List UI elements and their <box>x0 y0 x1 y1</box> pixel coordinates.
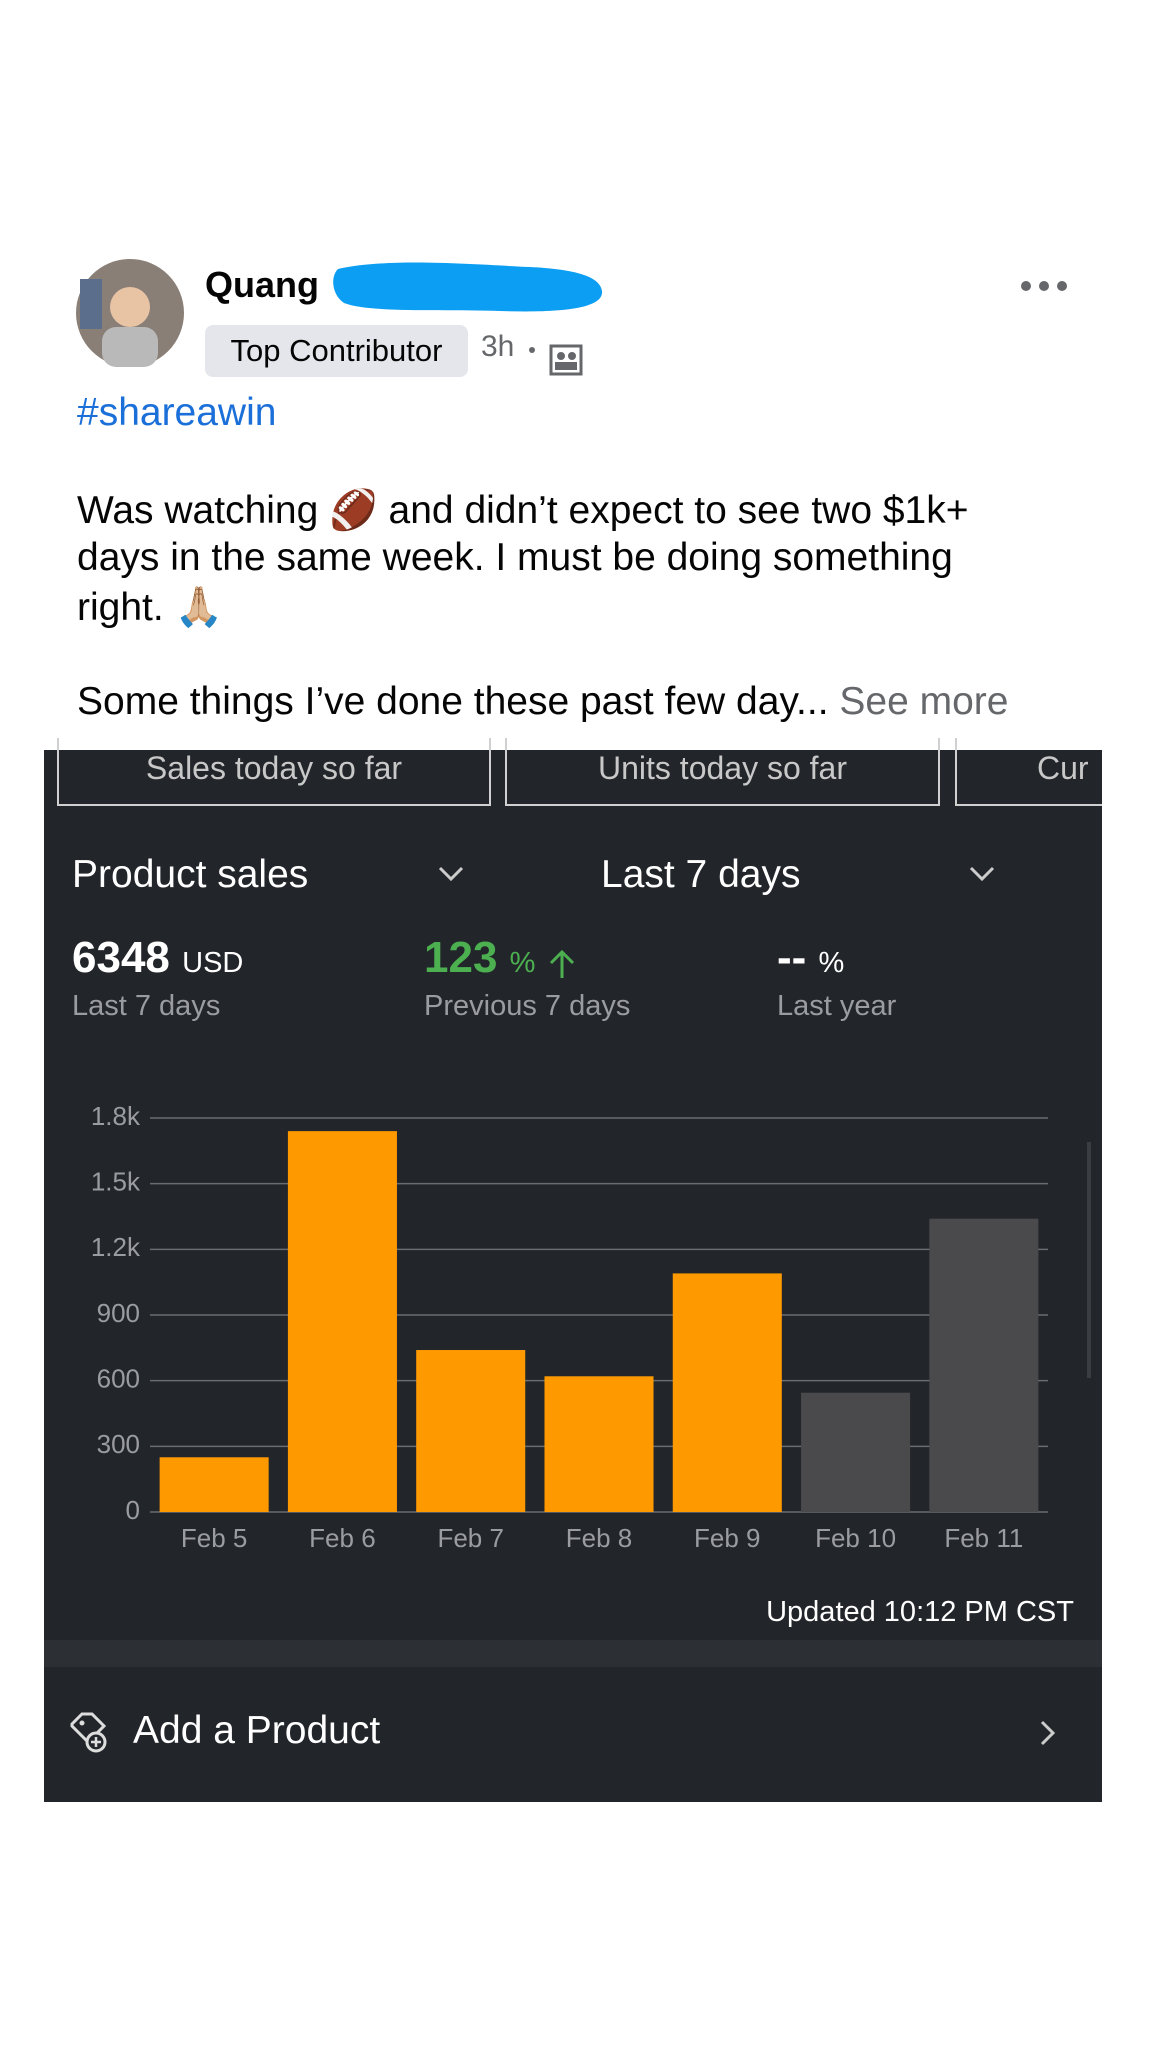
post-text: right. 🙏🏼 <box>77 586 224 629</box>
bar <box>159 1457 269 1512</box>
updated-time: Updated 10:12 PM CST <box>766 1596 1074 1628</box>
metric-dropdown[interactable]: Product sales <box>72 853 309 896</box>
bar <box>544 1376 654 1512</box>
author-name[interactable]: Quang <box>205 264 319 305</box>
y-tick-label: 900 <box>97 1298 140 1328</box>
stat: 123 % <box>424 933 535 983</box>
post-preview: Some things I’ve done these past few day… <box>77 680 1009 724</box>
bar <box>801 1392 911 1512</box>
stat-unit: USD <box>182 947 244 979</box>
x-tick-label: Feb 10 <box>815 1523 896 1553</box>
bar-chart: 0 300 600 900 1.2k 1.5k 1.8k Feb 5 Feb 6 Feb 7 Feb… <box>91 1101 1048 1553</box>
stat-label: Previous 7 days <box>424 990 631 1022</box>
range-dropdown[interactable]: Last 7 days <box>601 853 801 896</box>
bar <box>672 1273 782 1512</box>
separator <box>44 1640 1102 1667</box>
chevron-right <box>1040 1720 1056 1746</box>
add-product-icon <box>70 1712 107 1753</box>
add-product[interactable]: Add a Product <box>133 1709 381 1752</box>
bar <box>287 1131 397 1512</box>
preview-text: Some things I’ve done these past few day… <box>77 680 829 723</box>
stat-value: 123 <box>424 933 498 982</box>
chevron-down <box>438 866 464 882</box>
y-tick-label: 1.2k <box>91 1232 141 1262</box>
y-tick-label: 600 <box>97 1364 140 1394</box>
dashboard <box>44 750 1102 1802</box>
y-tick-label: 0 <box>126 1495 140 1525</box>
trend-up-icon <box>549 949 575 978</box>
stat: 6348 USD <box>72 933 243 983</box>
hashtag[interactable]: #shareawin <box>77 391 277 434</box>
x-tick-label: Feb 8 <box>566 1523 633 1553</box>
bar <box>929 1218 1039 1512</box>
x-tick-label: Feb 7 <box>437 1523 504 1553</box>
y-tick-label: 1.5k <box>91 1167 141 1197</box>
post-time[interactable]: 3h <box>481 330 515 363</box>
tab[interactable]: Units today so far <box>505 738 940 806</box>
badge: Top Contributor <box>205 325 468 377</box>
more-options[interactable] <box>1020 276 1068 296</box>
stat-value: 6348 <box>72 933 170 982</box>
avatar[interactable] <box>76 259 184 367</box>
tab[interactable]: Sales today so far <box>57 738 491 806</box>
y-tick-label: 300 <box>97 1429 140 1459</box>
see-more[interactable]: See more <box>839 680 1009 723</box>
y-tick-label: 1.8k <box>91 1101 141 1131</box>
stat-label: Last year <box>777 990 897 1022</box>
stat-unit: % <box>818 947 845 979</box>
stat-unit: % <box>509 947 536 979</box>
post-text: Was watching 🏈 and didn’t expect to see … <box>77 489 969 532</box>
redaction <box>333 262 603 312</box>
post-text: days in the same week. I must be doing s… <box>77 536 953 579</box>
x-tick-label: Feb 6 <box>309 1523 376 1553</box>
stat: -- % <box>777 933 844 983</box>
scrollbar <box>1087 1142 1091 1378</box>
audience-icon <box>529 344 583 376</box>
x-tick-label: Feb 9 <box>694 1523 761 1553</box>
stat-value: -- <box>777 933 807 982</box>
x-tick-label: Feb 5 <box>181 1523 248 1553</box>
tab[interactable]: Cur <box>955 738 1102 806</box>
bar <box>416 1350 526 1512</box>
stat-label: Last 7 days <box>72 990 221 1022</box>
chevron-down <box>969 866 995 882</box>
x-tick-label: Feb 11 <box>944 1523 1023 1553</box>
